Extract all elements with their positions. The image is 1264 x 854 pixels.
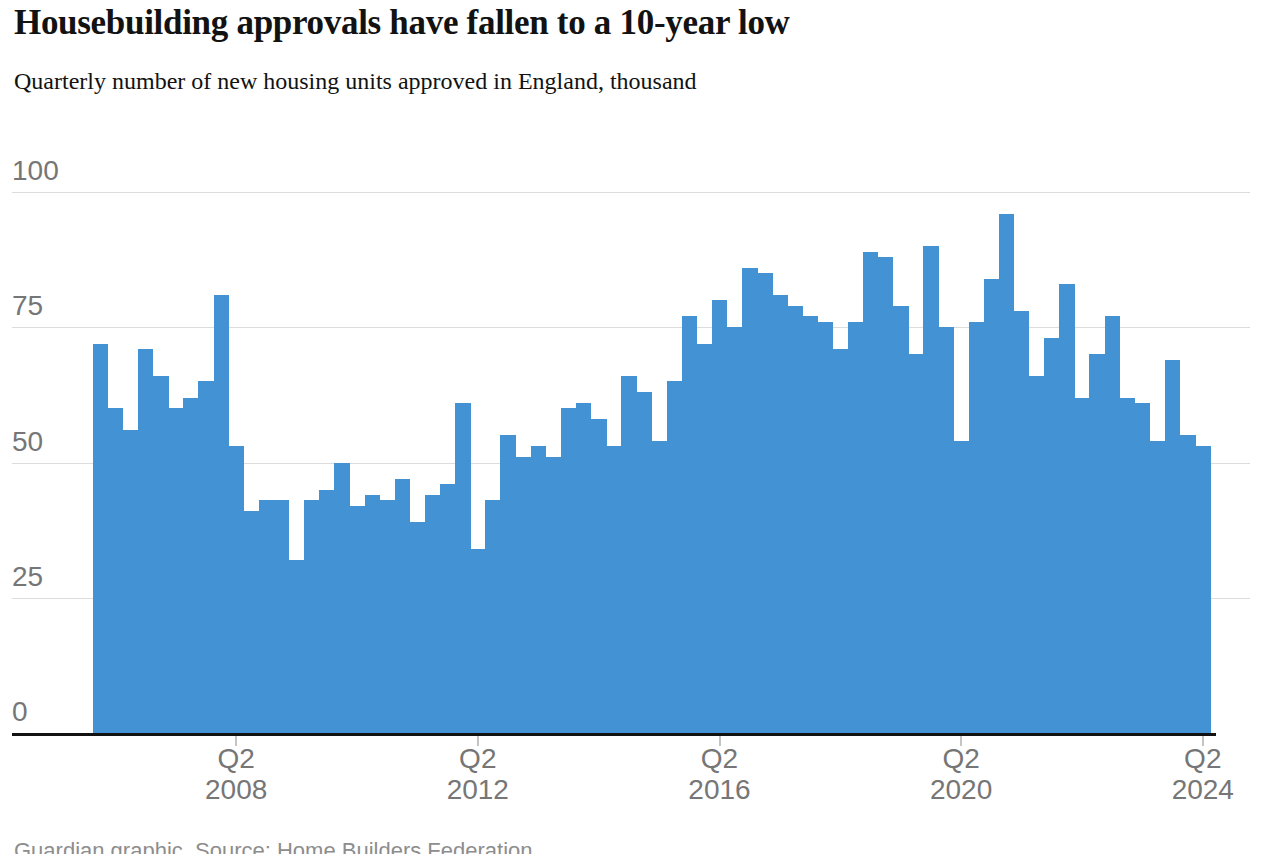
bar-q4-2013 [561, 408, 576, 733]
bar-q2-2017 [772, 295, 787, 733]
y-axis-label-75: 75 [12, 289, 43, 323]
bar-q3-2008 [244, 511, 259, 733]
bar-q3-2011 [425, 495, 440, 733]
bar-q1-2015 [636, 392, 651, 733]
y-axis-label-25: 25 [12, 560, 43, 594]
bar-q2-2020 [954, 441, 969, 733]
bar-q4-2023 [1165, 360, 1180, 733]
plot-area [93, 192, 1211, 733]
bar-q3-2015 [667, 381, 682, 733]
y-axis-label-0: 0 [12, 695, 28, 729]
bar-q1-2006 [93, 344, 108, 734]
bar-q3-2021 [1029, 376, 1044, 733]
bar-q2-2011 [410, 522, 425, 733]
bar-q3-2007 [183, 398, 198, 733]
bar-q2-2024 [1195, 446, 1210, 733]
chart-subtitle: Quarterly number of new housing units ap… [14, 68, 1244, 95]
bar-q2-2009 [289, 560, 304, 733]
x-axis-label-2012: Q22012 [408, 743, 548, 805]
bar-q3-2006 [123, 430, 138, 733]
bar-q2-2015 [651, 441, 666, 733]
bar-q2-2010 [349, 506, 364, 733]
bar-q2-2018 [833, 349, 848, 733]
bar-q2-2016 [712, 300, 727, 733]
bar-q2-2007 [168, 408, 183, 733]
bar-q2-2022 [1074, 398, 1089, 733]
bar-q3-2020 [969, 322, 984, 733]
bar-q3-2012 [485, 500, 500, 733]
bar-q1-2013 [516, 457, 531, 733]
bar-q1-2018 [818, 322, 833, 733]
bar-q3-2009 [304, 500, 319, 733]
bar-q4-2008 [259, 500, 274, 733]
bar-q4-2021 [1044, 338, 1059, 733]
bar-q1-2017 [757, 273, 772, 733]
bar-q4-2019 [923, 246, 938, 733]
bar-q3-2018 [848, 322, 863, 733]
bar-q2-2023 [1135, 403, 1150, 733]
bar-q1-2016 [697, 344, 712, 734]
x-axis-label-2016: Q22016 [650, 743, 790, 805]
bar-q2-2021 [1014, 311, 1029, 733]
bar-q3-2013 [546, 457, 561, 733]
y-axis-label-100: 100 [12, 154, 59, 188]
guardian-chart-page: Housebuilding approvals have fallen to a… [0, 0, 1264, 854]
bar-q3-2022 [1089, 354, 1104, 733]
bar-q1-2019 [878, 257, 893, 733]
bar-q1-2022 [1059, 284, 1074, 733]
bar-q1-2024 [1180, 435, 1195, 733]
bar-q4-2010 [380, 500, 395, 733]
bar-q3-2019 [908, 354, 923, 733]
bar-q4-2006 [138, 349, 153, 733]
bar-q4-2011 [440, 484, 455, 733]
y-axis-label-50: 50 [12, 425, 43, 459]
bar-q1-2021 [999, 214, 1014, 733]
bar-q3-2014 [606, 446, 621, 733]
bar-q1-2023 [1120, 398, 1135, 733]
x-axis-label-2020: Q22020 [891, 743, 1031, 805]
bar-q3-2023 [1150, 441, 1165, 733]
bar-q4-2020 [984, 279, 999, 733]
bar-q4-2015 [682, 316, 697, 733]
bar-q4-2016 [742, 268, 757, 733]
bar-q2-2008 [229, 446, 244, 733]
bar-q3-2017 [787, 306, 802, 733]
bar-q1-2014 [576, 403, 591, 733]
bar-q4-2022 [1105, 316, 1120, 733]
bar-q4-2007 [198, 381, 213, 733]
bar-q1-2007 [153, 376, 168, 733]
bar-q2-2013 [531, 446, 546, 733]
bar-q1-2011 [395, 479, 410, 733]
bar-q4-2017 [803, 316, 818, 733]
bar-q3-2010 [365, 495, 380, 733]
bar-q2-2019 [893, 306, 908, 733]
bar-q2-2006 [108, 408, 123, 733]
source-credit: Guardian graphic. Source: Home Builders … [14, 838, 1214, 854]
x-axis-label-2024: Q22024 [1133, 743, 1264, 805]
bar-q1-2020 [938, 327, 953, 733]
x-axis-label-2008: Q22008 [166, 743, 306, 805]
bar-q4-2012 [500, 435, 515, 733]
bar-q2-2012 [470, 549, 485, 733]
bar-q1-2012 [455, 403, 470, 733]
bar-q2-2014 [591, 419, 606, 733]
bar-q3-2016 [727, 327, 742, 733]
bar-q1-2010 [334, 463, 349, 734]
bar-q1-2009 [274, 500, 289, 733]
bar-q1-2008 [214, 295, 229, 733]
page-title: Housebuilding approvals have fallen to a… [14, 2, 1244, 44]
x-axis-line [12, 733, 1216, 736]
bar-q4-2009 [319, 490, 334, 734]
bar-q4-2018 [863, 252, 878, 734]
bar-q4-2014 [621, 376, 636, 733]
